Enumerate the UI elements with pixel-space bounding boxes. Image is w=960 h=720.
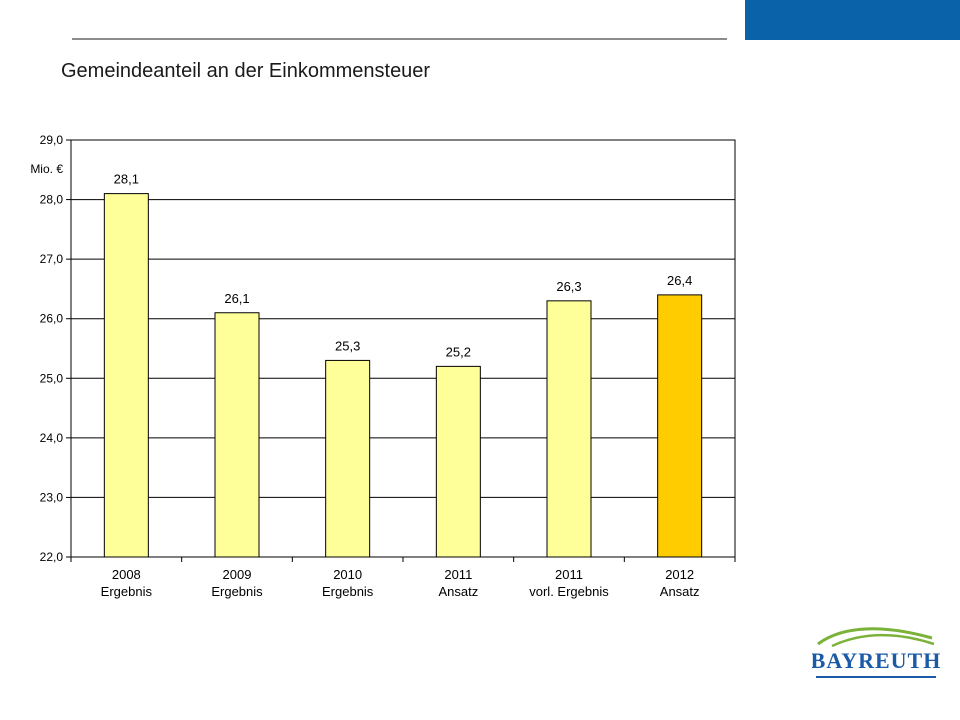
- data-label: 28,1: [114, 172, 139, 187]
- bar: [214, 312, 260, 558]
- x-tick-label-sub: Ergebnis: [211, 584, 263, 599]
- data-label: 26,3: [556, 279, 581, 294]
- x-tick-label: 2012: [665, 567, 694, 582]
- data-label: 26,1: [224, 291, 249, 306]
- x-tick-label: 2010: [333, 567, 362, 582]
- y-tick-label: 28,0: [40, 193, 64, 207]
- bayreuth-logo: BAYREUTH: [812, 627, 940, 678]
- y-tick-label: 24,0: [40, 431, 64, 445]
- x-tick-label-sub: Ansatz: [660, 584, 700, 599]
- x-tick-label: 2009: [223, 567, 252, 582]
- y-tick-label: 23,0: [40, 490, 64, 504]
- data-label: 26,4: [667, 273, 692, 288]
- data-label: 25,3: [335, 338, 360, 353]
- bar: [325, 359, 371, 558]
- y-tick-label: 25,0: [40, 371, 64, 385]
- bar: [435, 365, 481, 558]
- x-tick-label-sub: Ansatz: [438, 584, 478, 599]
- plot-area: [70, 139, 736, 558]
- y-unit-label: Mio. €: [30, 162, 63, 176]
- x-tick-label-sub: Ergebnis: [322, 584, 374, 599]
- y-tick-label: 26,0: [40, 312, 64, 326]
- y-tick-label: 22,0: [40, 550, 64, 564]
- x-tick-label: 2011: [444, 567, 472, 582]
- header-accent-block: [745, 0, 960, 40]
- data-label: 25,2: [446, 344, 471, 359]
- bar: [546, 300, 592, 558]
- bar: [657, 294, 703, 558]
- x-tick-label-sub: Ergebnis: [101, 584, 153, 599]
- y-tick-label: 29,0: [40, 133, 64, 147]
- x-tick-label: 2008: [112, 567, 141, 582]
- x-tick-label-sub: vorl. Ergebnis: [529, 584, 609, 599]
- bar: [103, 193, 149, 558]
- page-title: Gemeindeanteil an der Einkommensteuer: [61, 60, 431, 82]
- svg-text:BAYREUTH: BAYREUTH: [812, 648, 940, 673]
- y-tick-label: 27,0: [40, 252, 64, 266]
- x-tick-label: 2011: [555, 567, 583, 582]
- header-divider-line: [72, 38, 727, 40]
